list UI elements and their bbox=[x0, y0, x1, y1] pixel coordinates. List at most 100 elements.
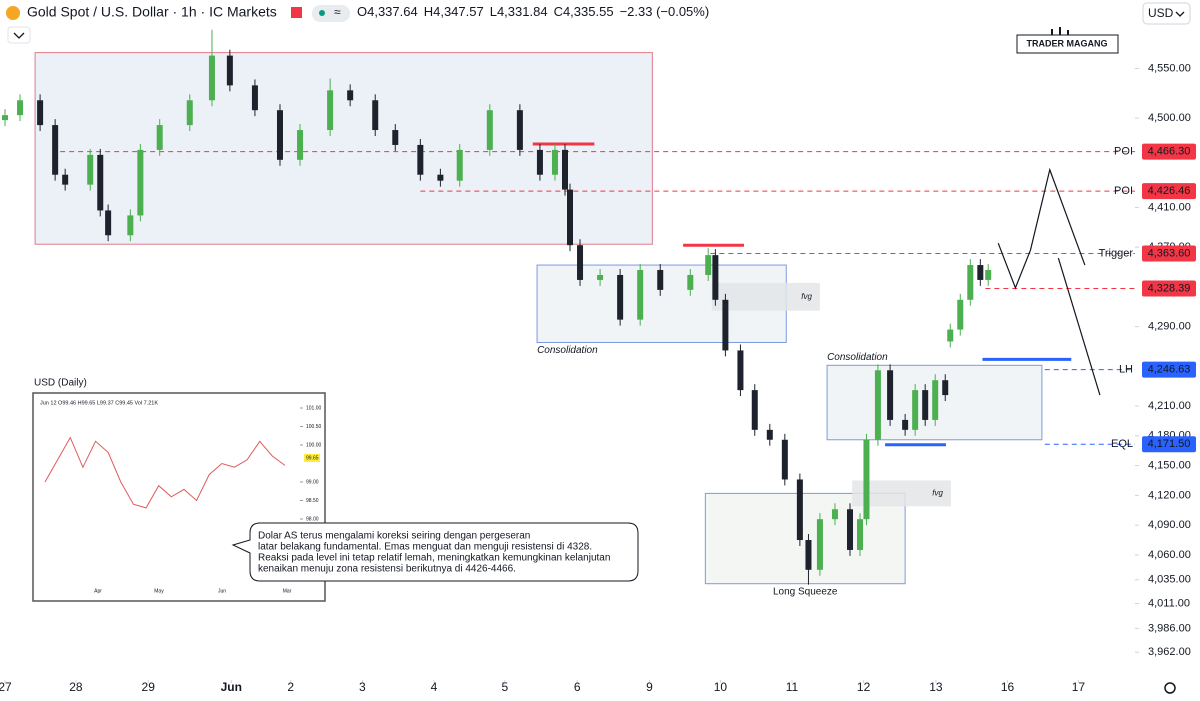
symbol-icon bbox=[6, 6, 20, 20]
candle-body bbox=[127, 215, 134, 236]
candle-body bbox=[637, 270, 644, 320]
candle-body bbox=[712, 255, 719, 300]
x-tick-label: 2 bbox=[287, 680, 294, 694]
projection-line bbox=[1057, 257, 1101, 396]
zone bbox=[711, 282, 820, 311]
inset-price-box bbox=[304, 453, 320, 462]
level-tag: POI bbox=[1114, 145, 1133, 157]
inset-line bbox=[44, 436, 286, 509]
y-tick-label: 4,120.00 bbox=[1148, 489, 1191, 501]
y-tick-label: 3,962.00 bbox=[1148, 646, 1191, 658]
price-label-box bbox=[1142, 436, 1196, 453]
inset-y-label: 99.00 bbox=[306, 479, 319, 485]
x-tick-label: 3 bbox=[359, 680, 366, 694]
y-tick-label: 4,210.00 bbox=[1148, 400, 1191, 412]
ohlc: O4,337.64 H4,347.57 L4,331.84 C4,335.55 −2.3… bbox=[357, 4, 709, 19]
collapse-button[interactable] bbox=[7, 26, 31, 44]
candle-body bbox=[985, 270, 992, 280]
y-tick-label: 4,550.00 bbox=[1148, 62, 1191, 74]
candle-body bbox=[857, 519, 864, 550]
candle-body bbox=[737, 350, 744, 391]
level-tag: LH bbox=[1119, 364, 1133, 376]
y-tick-label: 4,500.00 bbox=[1148, 112, 1191, 124]
ohlc-open: O4,337.64 bbox=[357, 4, 418, 19]
candle-body bbox=[567, 189, 574, 246]
candle-body bbox=[932, 380, 939, 420]
candle-body bbox=[657, 270, 664, 290]
price-label: 4,466.30 bbox=[1148, 145, 1191, 157]
flag-icon[interactable] bbox=[291, 7, 302, 18]
price-label-box bbox=[1142, 280, 1196, 297]
inset-x-label: Jun bbox=[218, 588, 226, 594]
zone bbox=[704, 492, 906, 585]
inset-y-label: 101.00 bbox=[306, 405, 322, 411]
x-tick-label: 12 bbox=[857, 680, 871, 694]
candle-body bbox=[831, 509, 838, 520]
ohlc-high: H4,347.57 bbox=[424, 4, 484, 19]
price-label: 4,426.46 bbox=[1148, 185, 1191, 197]
x-tick-label: 4 bbox=[431, 680, 438, 694]
inset-y-label: 98.00 bbox=[306, 516, 319, 522]
candle-body bbox=[805, 540, 812, 570]
y-tick-label: 3,986.00 bbox=[1148, 622, 1191, 634]
candle-body bbox=[967, 265, 974, 300]
candle-body bbox=[781, 439, 788, 480]
level-tag: EQL bbox=[1111, 438, 1133, 450]
price-label-box bbox=[1142, 361, 1196, 378]
zone-label: Long Squeeze bbox=[773, 586, 838, 597]
status-icon: ≈ bbox=[334, 5, 341, 19]
y-tick-label: 4,060.00 bbox=[1148, 549, 1191, 561]
candle-body bbox=[156, 125, 163, 150]
symbol-title: Gold Spot / U.S. Dollar · 1h · IC Market… bbox=[27, 4, 277, 20]
zone-label: fvg bbox=[801, 292, 812, 301]
candle-body bbox=[17, 100, 24, 116]
candle-body bbox=[912, 390, 919, 430]
y-tick-label: 4,035.00 bbox=[1148, 574, 1191, 586]
currency-button[interactable] bbox=[1142, 2, 1191, 25]
x-tick-label: 27 bbox=[0, 680, 12, 694]
plot-area: Consolidation Consolidation Long Squeeze fv… bbox=[2, 29, 1135, 597]
candle-body bbox=[417, 144, 424, 175]
inset-y-label: 100.50 bbox=[306, 424, 322, 430]
x-tick-label: 9 bbox=[646, 680, 653, 694]
level-tag: POI bbox=[1114, 185, 1133, 197]
candle-body bbox=[577, 245, 584, 280]
y-tick-label: 4,090.00 bbox=[1148, 519, 1191, 531]
inset-title: USD (Daily) bbox=[34, 378, 87, 389]
zone-label: Consolidation bbox=[537, 345, 598, 356]
logo-text: TRADER MAGANG bbox=[1027, 38, 1108, 48]
candle-body bbox=[887, 370, 894, 420]
candle-body bbox=[722, 299, 729, 351]
y-tick-label: 4,150.00 bbox=[1148, 459, 1191, 471]
candle-body bbox=[87, 154, 94, 185]
candle-body bbox=[437, 174, 444, 181]
inset-x-label: May bbox=[154, 588, 164, 594]
candle-body bbox=[796, 479, 803, 541]
x-tick-label: 17 bbox=[1072, 680, 1086, 694]
x-tick-label: 10 bbox=[714, 680, 728, 694]
candle-body bbox=[276, 110, 283, 160]
candle-body bbox=[687, 274, 694, 290]
price-label-box bbox=[1142, 183, 1196, 200]
candle-body bbox=[456, 149, 463, 181]
currency-label: USD bbox=[1148, 6, 1174, 20]
inset-x-label: Apr bbox=[94, 588, 102, 594]
price-label-box bbox=[1142, 143, 1196, 160]
x-tick-label: Jun bbox=[221, 680, 242, 694]
y-tick-label: 4,290.00 bbox=[1148, 321, 1191, 333]
currency-chevron bbox=[1175, 11, 1185, 17]
candle-body bbox=[947, 329, 954, 342]
projection-line bbox=[997, 167, 1086, 290]
candle-body bbox=[942, 380, 949, 396]
price-label: 4,171.50 bbox=[1148, 438, 1191, 450]
callout-line: kenaikan menuju zona resistensi berikutn… bbox=[258, 564, 516, 575]
candle-body bbox=[297, 130, 304, 160]
candle-body bbox=[874, 370, 881, 440]
candle-body bbox=[705, 255, 712, 275]
settings-icon[interactable] bbox=[1164, 682, 1176, 694]
ohlc-low: L4,331.84 bbox=[490, 4, 548, 19]
candle-body bbox=[751, 390, 758, 430]
candle-body bbox=[137, 149, 144, 216]
x-tick-label: 28 bbox=[69, 680, 83, 694]
inset-y-label: 98.50 bbox=[306, 498, 319, 504]
